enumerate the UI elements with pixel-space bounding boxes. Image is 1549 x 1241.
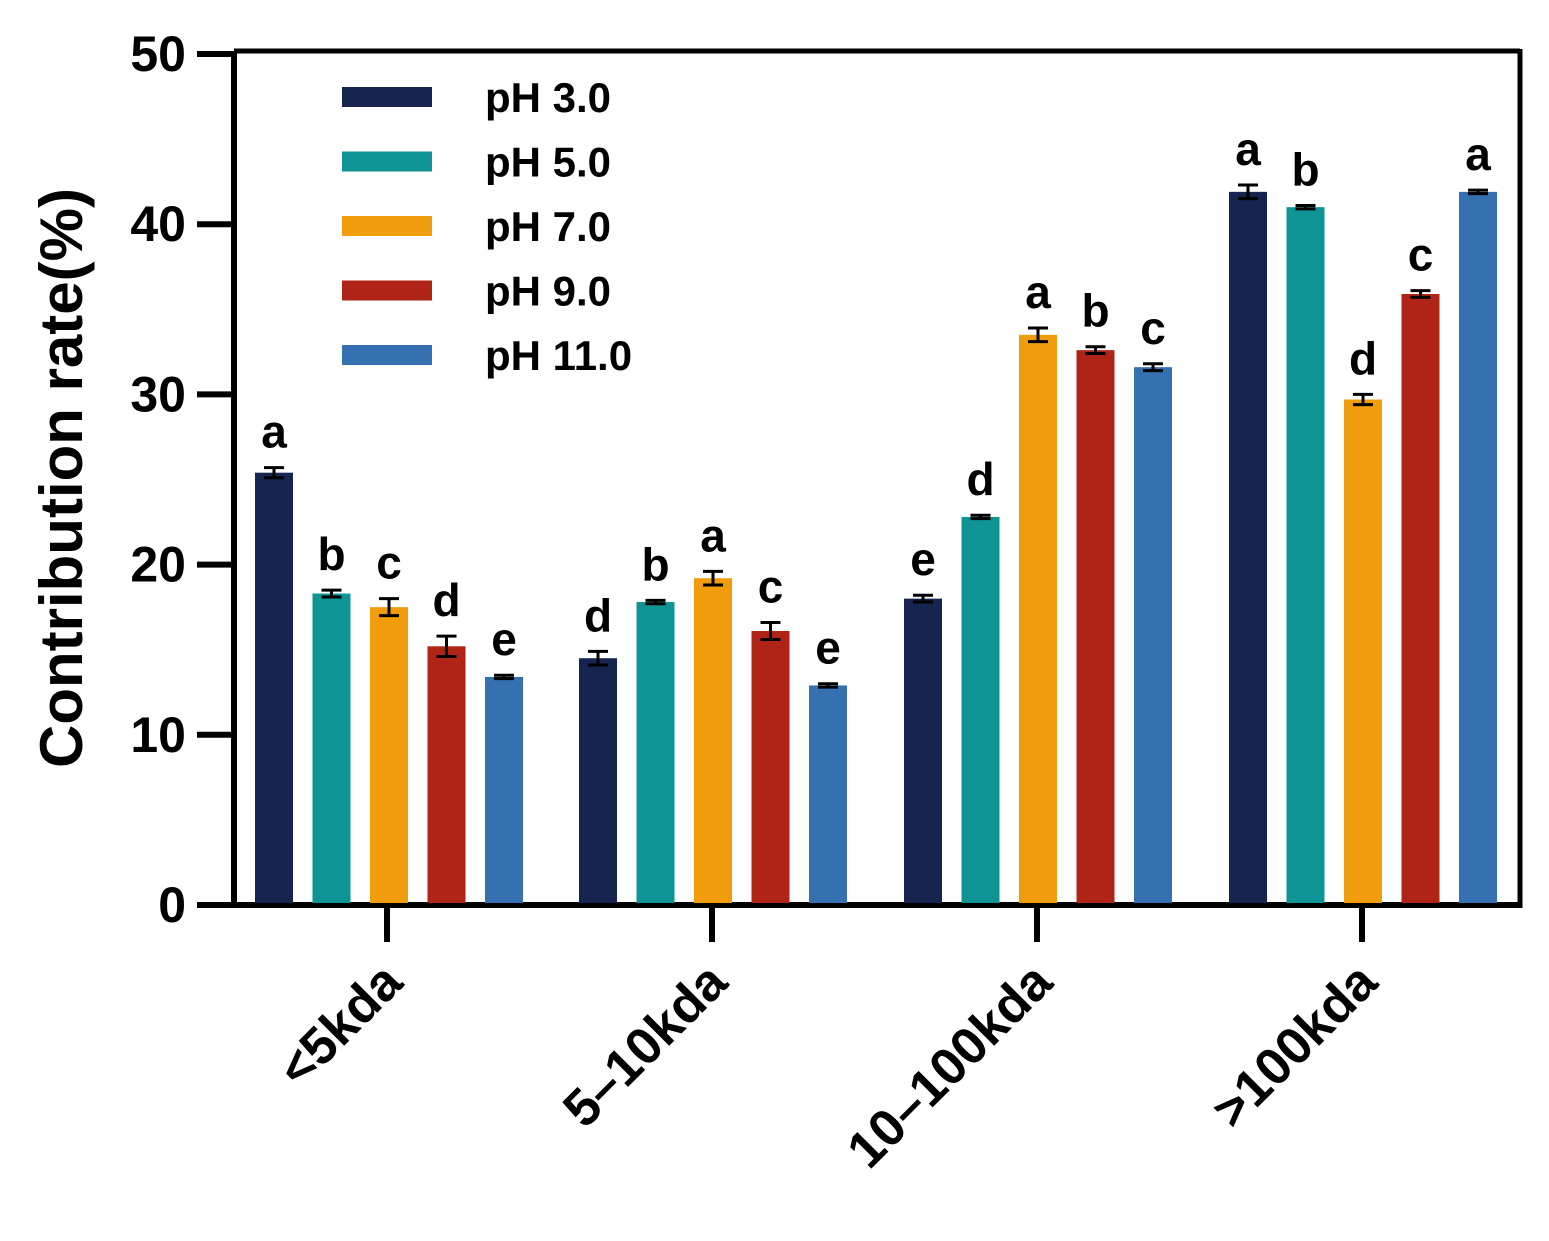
bar bbox=[751, 630, 790, 903]
significance-letter: d bbox=[432, 574, 460, 626]
bar bbox=[579, 658, 617, 903]
legend-label: pH 11.0 bbox=[485, 332, 632, 379]
legend-swatch bbox=[342, 280, 432, 301]
significance-letter: c bbox=[376, 537, 402, 589]
significance-letter: b bbox=[1081, 285, 1109, 337]
legend-swatch bbox=[342, 345, 432, 365]
significance-letter: c bbox=[1140, 302, 1166, 354]
significance-letter: a bbox=[1465, 128, 1491, 180]
x-tick-label: <5kda bbox=[267, 952, 414, 1099]
y-ticks: 0 10 20 30 40 50 bbox=[130, 26, 234, 933]
bar bbox=[370, 607, 408, 903]
y-tick-label: 40 bbox=[130, 196, 186, 252]
significance-letter: e bbox=[815, 622, 841, 674]
bar bbox=[1019, 334, 1057, 904]
bar bbox=[1076, 350, 1115, 903]
significance-letter: e bbox=[491, 613, 517, 665]
legend-label: pH 7.0 bbox=[485, 203, 611, 250]
bar bbox=[809, 685, 847, 903]
bar bbox=[961, 516, 1000, 903]
bar bbox=[694, 578, 732, 903]
bar bbox=[485, 676, 523, 903]
significance-letter: b bbox=[641, 538, 669, 590]
legend-label: pH 9.0 bbox=[485, 268, 611, 315]
x-ticks: <5kda 5–10kda 10–100kda >100kda bbox=[267, 905, 1389, 1180]
legend: pH 3.0 pH 5.0 pH 7.0 pH 9.0 pH 11.0 bbox=[342, 74, 632, 379]
significance-letter: a bbox=[261, 406, 287, 458]
legend-swatch bbox=[342, 87, 432, 107]
bar bbox=[1286, 207, 1325, 903]
bar bbox=[904, 598, 942, 903]
x-tick-label: >100kda bbox=[1201, 952, 1389, 1140]
significance-letter: c bbox=[1408, 229, 1434, 281]
bar bbox=[1134, 367, 1172, 904]
y-tick-label: 10 bbox=[130, 707, 186, 763]
bar bbox=[1459, 191, 1497, 903]
x-tick-label: 5–10kda bbox=[552, 952, 739, 1139]
bar bbox=[427, 646, 466, 903]
bar bbox=[1344, 399, 1382, 903]
bar bbox=[1229, 191, 1267, 903]
bar bbox=[312, 593, 351, 903]
significance-letter: a bbox=[1235, 123, 1261, 175]
bar bbox=[255, 472, 293, 903]
significance-letter: e bbox=[910, 533, 936, 585]
bar bbox=[636, 602, 675, 903]
y-tick-label: 20 bbox=[130, 537, 186, 593]
y-tick-label: 30 bbox=[130, 366, 186, 422]
significance-letter: a bbox=[1025, 266, 1051, 318]
y-axis-label: Contribution rate(%) bbox=[28, 188, 95, 768]
legend-label: pH 3.0 bbox=[485, 74, 611, 121]
axes bbox=[197, 48, 1523, 908]
significance-letter: d bbox=[966, 453, 994, 505]
y-tick-label: 0 bbox=[158, 877, 186, 933]
significance-letter: d bbox=[1349, 332, 1377, 384]
significance-letter: a bbox=[700, 509, 726, 561]
significance-letter: b bbox=[1291, 143, 1319, 195]
y-tick-label: 50 bbox=[130, 26, 186, 82]
legend-swatch bbox=[342, 216, 432, 236]
significance-letter: b bbox=[317, 528, 345, 580]
significance-letter: c bbox=[758, 560, 784, 612]
x-tick-label: 10–100kda bbox=[836, 952, 1064, 1180]
legend-swatch bbox=[342, 151, 432, 172]
bar bbox=[1401, 293, 1440, 903]
significance-letter: d bbox=[584, 589, 612, 641]
legend-label: pH 5.0 bbox=[485, 139, 611, 186]
